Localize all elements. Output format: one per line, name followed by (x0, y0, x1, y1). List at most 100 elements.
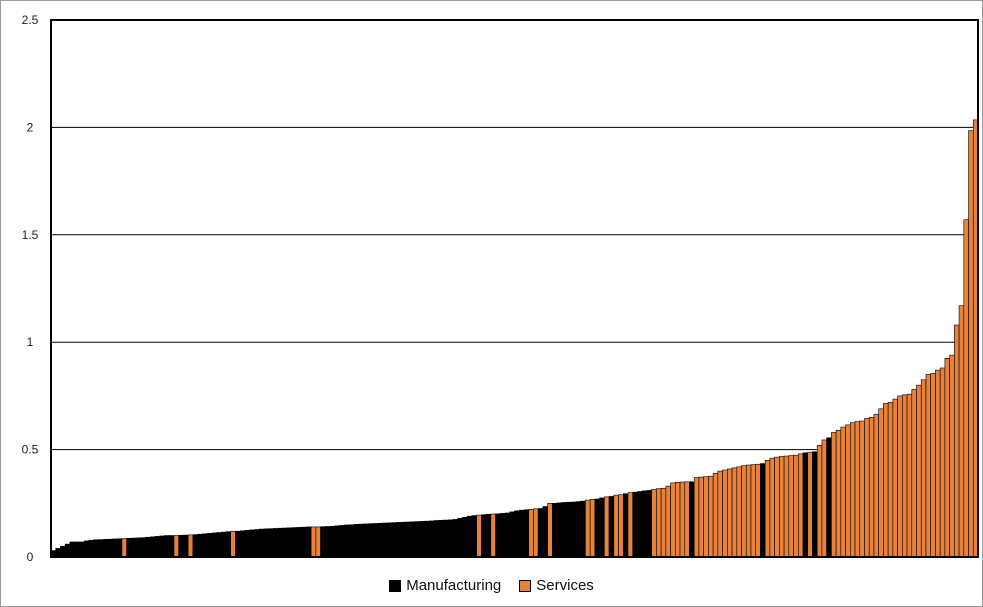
bar-manufacturing (150, 536, 156, 558)
y-tick-label: 1.5 (22, 228, 39, 242)
bar-manufacturing (556, 502, 563, 558)
bar-manufacturing (608, 496, 615, 558)
bar-services (849, 422, 856, 558)
bar-services (731, 467, 738, 558)
services-swatch (519, 579, 532, 592)
bar-services (920, 379, 927, 558)
bar-services (968, 130, 974, 558)
bar-services (873, 413, 879, 558)
bar-services (797, 453, 804, 558)
bar-manufacturing (471, 515, 477, 558)
bar-services (854, 421, 861, 558)
bar-services (750, 464, 757, 558)
bar-manufacturing (178, 535, 184, 558)
legend-item-services: Services (519, 577, 594, 594)
bar-services (764, 460, 771, 558)
bar-manufacturing (79, 541, 85, 558)
y-tick-label: 0.5 (22, 443, 39, 457)
bar-manufacturing (235, 530, 241, 558)
bar-manufacturing (216, 532, 222, 558)
manufacturing-swatch (389, 579, 402, 592)
bar-services (779, 456, 785, 558)
bar-services (939, 367, 946, 558)
bar-services (684, 481, 690, 558)
legend-item-manufacturing: Manufacturing (389, 577, 501, 594)
bar-services (712, 472, 719, 558)
bar-manufacturing (405, 521, 411, 558)
y-tick-label: 0 (27, 550, 34, 564)
bar-manufacturing (485, 513, 492, 558)
bar-services (618, 494, 624, 558)
bar-manufacturing (414, 521, 421, 558)
bar-services (864, 418, 870, 558)
bar-manufacturing (325, 526, 331, 558)
bar-services (949, 354, 955, 558)
bar-manufacturing (443, 519, 449, 558)
bar-manufacturing (542, 506, 548, 558)
bar-services (835, 429, 842, 558)
bar-services (660, 487, 667, 558)
bar-manufacturing (296, 527, 302, 558)
bar-manufacturing (88, 539, 94, 558)
bar-manufacturing (268, 528, 274, 558)
bar-services (315, 526, 321, 558)
bar-manufacturing (429, 520, 435, 558)
bar-manufacturing (537, 508, 544, 558)
bar-manufacturing (98, 539, 104, 558)
bar-services (627, 492, 634, 558)
bar-manufacturing (339, 525, 345, 558)
bar-manufacturing (183, 534, 189, 558)
bar-manufacturing (55, 548, 61, 558)
bar-manufacturing (646, 490, 652, 558)
bar-manufacturing (154, 536, 161, 558)
bar-manufacturing (622, 493, 629, 558)
bar-manufacturing (462, 516, 468, 558)
bar-manufacturing (211, 532, 217, 558)
bar-manufacturing (381, 522, 388, 558)
bar-services (670, 482, 676, 558)
bar-manufacturing (760, 463, 766, 558)
bar-services (831, 432, 837, 558)
bar-manufacturing (320, 526, 326, 558)
bar-manufacturing (343, 524, 350, 558)
bar-manufacturing (495, 513, 501, 558)
bar-manufacturing (131, 537, 137, 558)
bar-manufacturing (509, 511, 515, 558)
bar-manufacturing (225, 531, 232, 558)
bar-services (651, 489, 657, 558)
bar-manufacturing (410, 521, 416, 558)
bar-manufacturing (282, 527, 288, 558)
bar-manufacturing (561, 502, 567, 558)
gridlines (51, 126, 978, 451)
bar-manufacturing (287, 527, 293, 558)
bar-services (859, 420, 865, 558)
bar-manufacturing (419, 521, 425, 558)
bar-services (656, 488, 662, 558)
bar-services (892, 398, 898, 558)
bar-manufacturing (367, 523, 373, 558)
bar-services (878, 408, 884, 558)
bar-manufacturing (272, 528, 279, 558)
bar-manufacturing (348, 524, 354, 558)
bar-manufacturing (60, 545, 66, 558)
bar-services (868, 417, 875, 558)
bar-manufacturing (140, 537, 146, 558)
y-axis-ticks: 0 0.5 1 1.5 2 2.5 (22, 13, 39, 564)
bar-manufacturing (689, 481, 695, 558)
bar-services (840, 426, 846, 558)
bar-manufacturing (447, 519, 454, 558)
bar-manufacturing (457, 518, 463, 558)
bar-manufacturing (826, 437, 832, 558)
bar-services (703, 476, 709, 558)
bar-manufacturing (599, 497, 605, 558)
bar-manufacturing (362, 523, 369, 558)
bar-services (930, 373, 936, 558)
legend-label-services: Services (536, 577, 594, 594)
bar-manufacturing (433, 520, 440, 558)
bar-manufacturing (552, 502, 558, 558)
bar-services (547, 502, 553, 558)
bar-services (954, 324, 960, 558)
bar-services (925, 374, 931, 558)
bar-services (741, 465, 747, 558)
bar-services (490, 513, 496, 558)
